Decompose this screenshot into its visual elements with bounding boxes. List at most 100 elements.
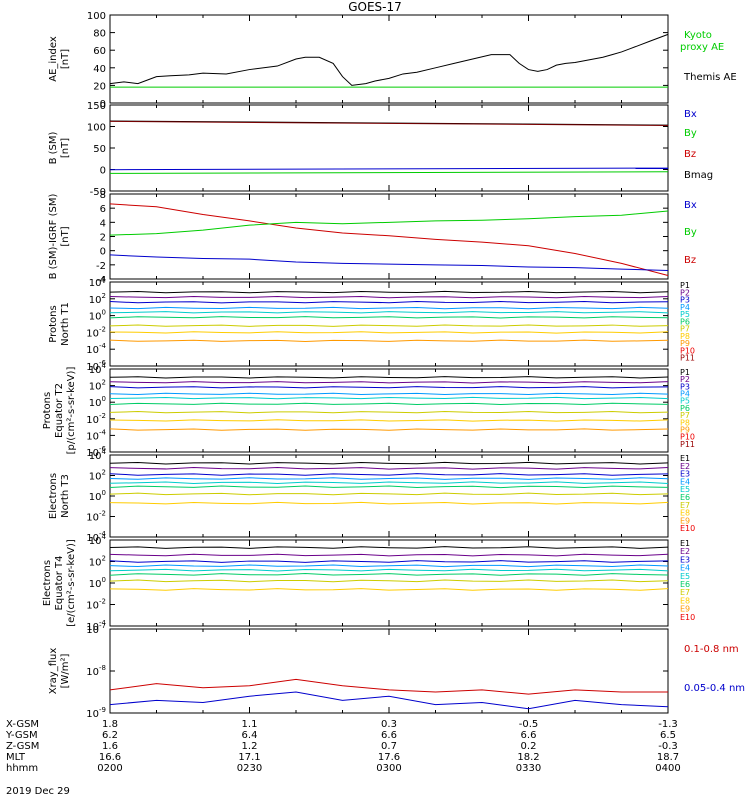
ylabel-bigrf: [nT] bbox=[60, 226, 71, 246]
axis-row-label-z-gsm: Z-GSM bbox=[6, 741, 39, 752]
axis-value-z-gsm-2: 0.7 bbox=[381, 741, 397, 752]
axis-value-mlt-3: 18.2 bbox=[517, 752, 539, 763]
ytick-label-bsm: -50 bbox=[90, 187, 106, 198]
legend-pe-p2: P2 bbox=[680, 375, 690, 384]
ytick-label-pn: 102 bbox=[89, 292, 106, 306]
ylabel-xray: [W/m²] bbox=[60, 653, 71, 688]
legend-en-e6: E6 bbox=[680, 493, 690, 502]
ylabel-en: Electrons bbox=[48, 473, 59, 519]
ytick-label-pn: 104 bbox=[89, 275, 107, 289]
legend-ee-e6: E6 bbox=[680, 580, 690, 589]
channel-pe-4 bbox=[109, 392, 669, 396]
axis-value-mlt-1: 17.1 bbox=[238, 752, 260, 763]
channel-pn-7 bbox=[109, 324, 669, 327]
ytick-label-ae: 100 bbox=[87, 11, 106, 22]
axis-value-hhmm-4: 0400 bbox=[655, 763, 680, 774]
series-xray-0-05-0-4-nm bbox=[109, 691, 669, 710]
legend-en-e7: E7 bbox=[680, 501, 690, 510]
legend-pn-p2: P2 bbox=[680, 288, 690, 297]
axis-value-x-gsm-2: 0.3 bbox=[381, 719, 397, 730]
ytick-label-ae: 0 bbox=[100, 99, 106, 110]
legend-ae-kyoto: Kyoto bbox=[684, 30, 712, 41]
channel-pe-7 bbox=[109, 410, 669, 414]
legend-bigrf-bx: Bx bbox=[684, 200, 697, 211]
series-bsm-bx bbox=[109, 167, 669, 171]
axis-value-x-gsm-4: -1.3 bbox=[658, 719, 678, 730]
ytick-label-bigrf: 2 bbox=[100, 233, 106, 244]
panel-frame-xray bbox=[109, 628, 669, 714]
channel-en-6 bbox=[109, 485, 669, 489]
legend-ee-e10: E10 bbox=[680, 613, 695, 622]
legend-pe-p10: P10 bbox=[680, 433, 695, 442]
ytick-label-ae: 20 bbox=[93, 81, 106, 92]
ytick-label-bigrf: 4 bbox=[100, 218, 106, 229]
legend-en-e8: E8 bbox=[680, 509, 690, 518]
channel-ee-7 bbox=[109, 579, 669, 583]
axis-value-y-gsm-1: 6.4 bbox=[242, 730, 258, 741]
ytick-label-bsm: 0 bbox=[100, 166, 106, 177]
ytick-label-pn: 10-4 bbox=[86, 342, 106, 356]
legend-ae-proxy: proxy AE bbox=[680, 42, 724, 53]
axis-value-hhmm-2: 0300 bbox=[376, 763, 401, 774]
ytick-label-bigrf: 0 bbox=[100, 247, 106, 258]
legend-ae-themis: Themis AE bbox=[683, 72, 737, 83]
ytick-label-bigrf: -4 bbox=[96, 275, 106, 286]
legend-bigrf-by: By bbox=[684, 227, 697, 238]
ytick-label-ae: 80 bbox=[93, 29, 106, 40]
channel-pn-8 bbox=[109, 331, 669, 334]
legend-ee-e4: E4 bbox=[680, 564, 690, 573]
ytick-label-ee: 100 bbox=[89, 576, 106, 590]
legend-pe-p8: P8 bbox=[680, 418, 690, 427]
channel-pe-1 bbox=[109, 376, 669, 379]
channel-en-4 bbox=[109, 477, 669, 480]
ytick-label-bsm: 50 bbox=[93, 144, 106, 155]
ylabel-ae: [nT] bbox=[60, 49, 71, 69]
legend-pe-p11: P11 bbox=[680, 440, 695, 449]
channel-en-7 bbox=[109, 492, 669, 496]
plot-title: GOES-17 bbox=[348, 0, 402, 14]
ytick-label-en: 104 bbox=[89, 448, 107, 462]
channel-pe-5 bbox=[109, 396, 669, 400]
axis-row-label-hhmm: hhmm bbox=[6, 763, 38, 774]
axis-value-y-gsm-2: 6.6 bbox=[381, 730, 397, 741]
panel-frame-bsm bbox=[109, 104, 669, 192]
ytick-label-pn: 100 bbox=[89, 309, 106, 323]
ytick-label-pe: 10-2 bbox=[86, 412, 106, 426]
ytick-label-bsm: 150 bbox=[87, 101, 106, 112]
ylabel-en: North T3 bbox=[60, 474, 71, 518]
legend-pn-p6: P6 bbox=[680, 317, 690, 326]
axis-value-z-gsm-0: 1.6 bbox=[102, 741, 118, 752]
legend-en-e2: E2 bbox=[680, 462, 690, 471]
axis-value-z-gsm-1: 1.2 bbox=[242, 741, 258, 752]
legend-bsm-bz: Bz bbox=[684, 149, 696, 160]
channel-pn-2 bbox=[109, 295, 669, 299]
ytick-label-bigrf: -2 bbox=[96, 261, 106, 272]
axis-value-z-gsm-4: -0.3 bbox=[658, 741, 678, 752]
ylabel-pe: [p/(cm²-s-sr-keV)] bbox=[66, 367, 77, 455]
axis-value-x-gsm-0: 1.8 bbox=[102, 719, 118, 730]
legend-pn-p10: P10 bbox=[680, 346, 695, 355]
axis-value-mlt-2: 17.6 bbox=[378, 752, 400, 763]
ylabel-pn: North T1 bbox=[60, 302, 71, 346]
axis-value-hhmm-3: 0330 bbox=[516, 763, 541, 774]
legend-ee-e3: E3 bbox=[680, 555, 690, 564]
series-bigrf-by bbox=[109, 210, 669, 236]
ytick-label-en: 102 bbox=[89, 469, 106, 483]
ylabel-bsm: [nT] bbox=[60, 138, 71, 158]
ytick-label-xray: 10-8 bbox=[86, 664, 106, 678]
ylabel-bigrf: B (SM)-IGRF (SM) bbox=[48, 194, 59, 280]
channel-pe-8 bbox=[109, 419, 669, 422]
legend-ee-e1: E1 bbox=[680, 539, 690, 548]
axis-value-x-gsm-1: 1.1 bbox=[242, 719, 258, 730]
series-bsm-by bbox=[109, 171, 669, 174]
axis-value-x-gsm-3: -0.5 bbox=[519, 719, 539, 730]
date-label: 2019 Dec 29 bbox=[6, 786, 70, 797]
legend-pn-p1: P1 bbox=[680, 281, 690, 290]
legend-bigrf-bz: Bz bbox=[684, 255, 696, 266]
legend-bsm-bx: Bx bbox=[684, 109, 697, 120]
legend-en-e4: E4 bbox=[680, 477, 690, 486]
series-bigrf-bz bbox=[109, 203, 669, 276]
channel-ee-1 bbox=[109, 546, 669, 549]
legend-pe-p4: P4 bbox=[680, 390, 690, 399]
